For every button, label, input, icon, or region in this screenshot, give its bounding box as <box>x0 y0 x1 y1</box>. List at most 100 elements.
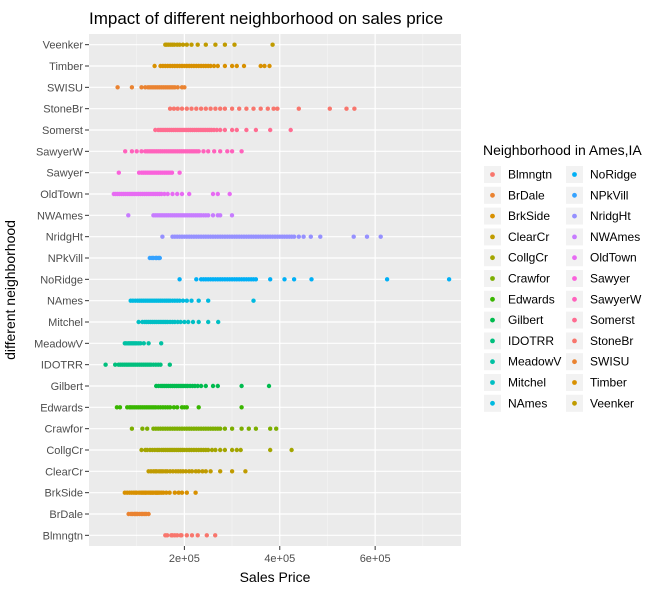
data-point <box>203 383 208 389</box>
data-point <box>239 149 244 154</box>
data-point <box>351 234 356 239</box>
data-point <box>296 106 301 111</box>
data-point <box>200 469 205 474</box>
data-point <box>204 533 209 538</box>
data-point <box>179 533 184 538</box>
legend-label: NWAmes <box>590 230 640 244</box>
data-point <box>229 213 235 218</box>
data-point <box>159 341 164 346</box>
series-NWAmes <box>126 213 235 218</box>
data-point <box>291 277 297 282</box>
series-MeadowV <box>122 341 164 346</box>
legend-label: NoRidge <box>590 168 637 182</box>
legend-swatch <box>572 380 577 385</box>
data-point <box>225 149 230 154</box>
series-SawyerW <box>123 149 244 154</box>
y-tick-label: CollgCr <box>46 445 83 457</box>
data-point <box>189 106 194 111</box>
legend-item-Gilbert: Gilbert <box>484 311 544 329</box>
data-point <box>215 191 220 197</box>
x-tick-label: 6e+05 <box>360 553 391 565</box>
series-Sawyer <box>116 170 182 175</box>
legend-item-Timber: Timber <box>566 374 627 391</box>
legend-swatch <box>490 234 495 240</box>
y-tick-label: Crawfor <box>44 424 83 436</box>
legend-label: NridgHt <box>590 209 631 223</box>
data-point <box>210 191 216 197</box>
data-point <box>167 405 173 410</box>
data-point <box>268 127 273 133</box>
legend-swatch <box>572 317 577 323</box>
data-points <box>103 42 452 538</box>
legend-label: Crawfor <box>508 272 550 286</box>
series-SWISU <box>115 85 187 90</box>
legend-label: Sawyer <box>590 272 630 286</box>
legend-item-StoneBr: StoneBr <box>566 332 633 350</box>
x-tick-label: 2e+05 <box>169 553 200 565</box>
legend-label: BrkSide <box>508 209 550 223</box>
data-point <box>184 298 189 303</box>
series-NoRidge <box>177 277 452 282</box>
data-point <box>152 63 157 69</box>
data-point <box>201 149 206 154</box>
legend-item-Mitchel: Mitchel <box>484 374 546 391</box>
data-point <box>177 298 182 303</box>
data-point <box>167 490 172 495</box>
series-Veenker <box>163 42 275 47</box>
series-NridgHt <box>160 234 383 239</box>
legend-swatch <box>572 234 577 240</box>
data-point <box>160 234 165 239</box>
data-point <box>139 447 144 453</box>
data-point <box>184 490 189 495</box>
y-tick-label: NoRidge <box>40 274 83 286</box>
legend-label: Mitchel <box>508 376 546 390</box>
data-point <box>234 63 239 69</box>
data-point <box>218 149 223 154</box>
data-point <box>180 42 186 47</box>
legend-item-Somerst: Somerst <box>566 311 635 329</box>
y-tick-label: BrDale <box>49 509 83 521</box>
legend-swatch <box>572 359 577 365</box>
data-point <box>222 447 228 453</box>
data-point <box>318 234 323 239</box>
legend-label: Somerst <box>590 313 635 327</box>
legend-item-NAmes: NAmes <box>484 394 547 412</box>
data-point <box>117 405 123 410</box>
legend-swatch <box>572 192 577 198</box>
data-point <box>186 319 191 325</box>
data-point <box>189 42 194 47</box>
y-tick-label: IDOTRR <box>41 360 83 372</box>
data-point <box>227 191 232 197</box>
legend-label: SawyerW <box>590 292 642 306</box>
legend-item-Edwards: Edwards <box>484 290 555 308</box>
data-point <box>123 149 128 154</box>
data-point <box>177 277 182 282</box>
data-point <box>184 106 189 111</box>
data-point <box>203 469 208 474</box>
data-point <box>167 106 173 111</box>
y-axis-ticks: Blmngtn BrDale BrkSide ClearCr CollgCr Crawfo… <box>34 40 89 542</box>
legend-item-NPkVill: NPkVill <box>566 186 628 204</box>
y-tick-label: StoneBr <box>43 104 83 116</box>
legend-swatch <box>572 213 577 219</box>
data-point <box>253 277 259 282</box>
data-point <box>206 213 211 218</box>
data-point <box>195 533 200 538</box>
data-point <box>190 319 196 325</box>
legend-label: Veenker <box>590 396 634 410</box>
data-point <box>140 426 145 431</box>
data-point <box>194 106 199 111</box>
data-point <box>270 42 275 47</box>
legend-title: Neighborhood in Ames,IA <box>483 142 642 158</box>
legend-swatch <box>490 213 495 219</box>
legend-swatch <box>572 255 577 261</box>
data-point <box>229 149 235 154</box>
data-point <box>210 213 216 218</box>
data-point <box>222 127 228 133</box>
data-point <box>222 426 228 431</box>
legend-swatch <box>490 255 495 261</box>
legend-item-Crawfor: Crawfor <box>484 270 550 287</box>
legend-item-NWAmes: NWAmes <box>566 228 640 246</box>
legend-swatch <box>490 359 495 365</box>
